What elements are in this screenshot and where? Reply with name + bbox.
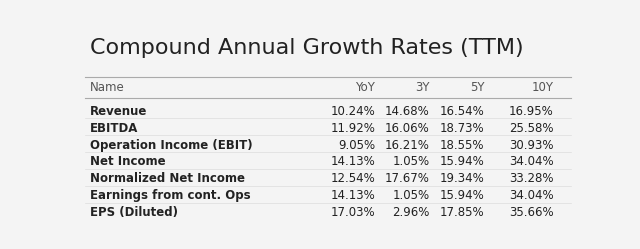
- Text: 16.06%: 16.06%: [385, 122, 429, 135]
- Text: 19.34%: 19.34%: [440, 172, 484, 185]
- Text: 17.03%: 17.03%: [330, 206, 375, 219]
- Text: 10.24%: 10.24%: [330, 105, 375, 118]
- Text: 1.05%: 1.05%: [392, 189, 429, 202]
- Text: 15.94%: 15.94%: [440, 189, 484, 202]
- Text: Net Income: Net Income: [90, 155, 166, 169]
- Text: 25.58%: 25.58%: [509, 122, 554, 135]
- Text: Name: Name: [90, 81, 125, 94]
- Text: 12.54%: 12.54%: [330, 172, 375, 185]
- Text: Normalized Net Income: Normalized Net Income: [90, 172, 245, 185]
- Text: 34.04%: 34.04%: [509, 189, 554, 202]
- Text: 33.28%: 33.28%: [509, 172, 554, 185]
- Text: 30.93%: 30.93%: [509, 139, 554, 152]
- Text: 17.67%: 17.67%: [385, 172, 429, 185]
- Text: 16.95%: 16.95%: [509, 105, 554, 118]
- Text: Operation Income (EBIT): Operation Income (EBIT): [90, 139, 253, 152]
- Text: EPS (Diluted): EPS (Diluted): [90, 206, 178, 219]
- Text: 14.68%: 14.68%: [385, 105, 429, 118]
- Text: 2.96%: 2.96%: [392, 206, 429, 219]
- Text: 1.05%: 1.05%: [392, 155, 429, 169]
- Text: Revenue: Revenue: [90, 105, 147, 118]
- Text: 34.04%: 34.04%: [509, 155, 554, 169]
- Text: Earnings from cont. Ops: Earnings from cont. Ops: [90, 189, 250, 202]
- Text: 18.55%: 18.55%: [440, 139, 484, 152]
- Text: YoY: YoY: [355, 81, 375, 94]
- Text: 14.13%: 14.13%: [330, 189, 375, 202]
- Text: 14.13%: 14.13%: [330, 155, 375, 169]
- Text: 17.85%: 17.85%: [440, 206, 484, 219]
- Text: 3Y: 3Y: [415, 81, 429, 94]
- Text: 35.66%: 35.66%: [509, 206, 554, 219]
- Text: 18.73%: 18.73%: [440, 122, 484, 135]
- Text: 5Y: 5Y: [470, 81, 484, 94]
- Text: 9.05%: 9.05%: [338, 139, 375, 152]
- Text: 10Y: 10Y: [532, 81, 554, 94]
- Text: 16.21%: 16.21%: [385, 139, 429, 152]
- Text: 15.94%: 15.94%: [440, 155, 484, 169]
- Text: 16.54%: 16.54%: [440, 105, 484, 118]
- Text: 11.92%: 11.92%: [330, 122, 375, 135]
- Text: EBITDA: EBITDA: [90, 122, 138, 135]
- Text: Compound Annual Growth Rates (TTM): Compound Annual Growth Rates (TTM): [90, 38, 524, 58]
